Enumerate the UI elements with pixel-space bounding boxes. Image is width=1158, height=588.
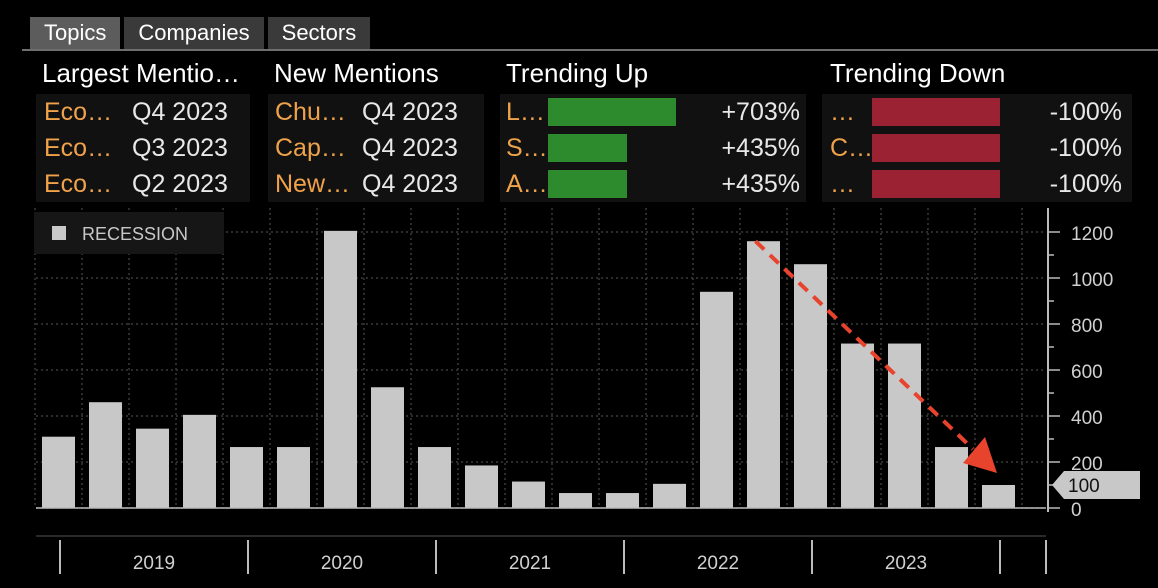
chart-bar xyxy=(700,291,733,508)
trend-bar xyxy=(872,98,1000,126)
trend-arrow-line xyxy=(754,239,975,451)
list-item[interactable]: A… +435% xyxy=(500,166,806,202)
tab-divider xyxy=(22,49,1158,51)
chart-bar xyxy=(277,447,310,508)
y-tick-label: 600 xyxy=(1071,362,1103,383)
chart-bar xyxy=(89,402,122,508)
topic-name: Eco… xyxy=(44,98,113,126)
tab-bar: Topics Companies Sectors xyxy=(30,17,371,49)
topic-name: … xyxy=(830,98,855,126)
topic-name: S… xyxy=(506,134,548,162)
trend-percent: +435% xyxy=(721,170,800,198)
trending-down-panel: … -100% C… -100% … -100% xyxy=(822,94,1132,202)
y-tick-label: 1000 xyxy=(1071,270,1113,291)
topic-name: Eco… xyxy=(44,134,113,162)
chart-bar xyxy=(136,428,169,508)
chart-bar xyxy=(230,447,263,508)
topic-period: Q4 2023 xyxy=(362,98,458,126)
x-tick-label: 2020 xyxy=(321,553,363,574)
trend-percent: -100% xyxy=(1049,170,1122,198)
trend-bar xyxy=(872,134,1000,162)
chart-grid xyxy=(34,208,1046,509)
topic-period: Q4 2023 xyxy=(132,98,228,126)
trend-arrow-annotation xyxy=(754,239,997,473)
new-mentions-panel: Chu… Q4 2023 Cap… Q4 2023 New… Q4 2023 xyxy=(268,94,484,202)
legend-swatch xyxy=(52,226,66,240)
topic-period: Q4 2023 xyxy=(362,134,458,162)
y-tick-label: 400 xyxy=(1071,408,1103,429)
y-tick-label: 200 xyxy=(1071,454,1103,475)
trend-percent: +435% xyxy=(721,134,800,162)
y-tick-label: 0 xyxy=(1071,500,1082,521)
chart-bar xyxy=(982,485,1015,508)
y-tick-label: 800 xyxy=(1071,316,1103,337)
topic-name: L… xyxy=(506,98,545,126)
chart-axes: 0 200 400 600 800 1000 1200 100 2019 2020 2021 2022… xyxy=(36,208,1140,574)
chart-bar xyxy=(935,447,968,508)
list-item[interactable]: … -100% xyxy=(822,94,1132,130)
chart-bars xyxy=(42,230,1015,508)
trending-up-header: Trending Up xyxy=(506,58,649,88)
topic-name: Chu… xyxy=(275,98,346,126)
chart-bar xyxy=(653,483,686,508)
topic-period: Q3 2023 xyxy=(132,134,228,162)
largest-mentions-panel: Eco… Q4 2023 Eco… Q3 2023 Eco… Q2 2023 xyxy=(36,94,250,202)
topic-period: Q4 2023 xyxy=(362,170,458,198)
trend-percent: -100% xyxy=(1049,98,1122,126)
legend-label: RECESSION xyxy=(82,224,188,244)
chart-legend: RECESSION xyxy=(34,212,224,254)
chart-bar xyxy=(418,447,451,508)
x-tick-label: 2019 xyxy=(133,553,175,574)
tab-topics[interactable]: Topics xyxy=(30,17,121,49)
topic-name: C… xyxy=(830,134,874,162)
topic-name: … xyxy=(830,170,855,198)
x-tick-label: 2022 xyxy=(697,553,739,574)
chart-bar xyxy=(371,387,404,508)
trend-percent: +703% xyxy=(721,98,800,126)
topic-name: New… xyxy=(275,170,351,198)
chart-bar xyxy=(465,465,498,508)
chart-bar xyxy=(324,230,357,508)
x-tick-label: 2023 xyxy=(885,553,927,574)
trend-bar xyxy=(548,98,676,126)
topic-name: A… xyxy=(506,170,548,198)
legend-background xyxy=(34,212,224,254)
topic-name: Cap… xyxy=(275,134,346,162)
new-mentions-header: New Mentions xyxy=(274,58,439,88)
list-item[interactable]: C… -100% xyxy=(822,130,1132,166)
chart-bar xyxy=(606,493,639,508)
trend-bar xyxy=(548,134,627,162)
last-value-label: 100 xyxy=(1068,476,1100,497)
list-item[interactable]: S… +435% xyxy=(500,130,806,166)
trending-up-panel: L… +703% S… +435% A… +435% xyxy=(500,94,806,202)
list-item[interactable]: … -100% xyxy=(822,166,1132,202)
chart-bar xyxy=(559,493,592,508)
chart-bar xyxy=(794,264,827,508)
chart-bar xyxy=(841,343,874,508)
y-tick-label: 1200 xyxy=(1071,224,1113,245)
list-item[interactable]: L… +703% xyxy=(500,94,806,130)
largest-mentions-header: Largest Mentio… xyxy=(42,58,240,88)
topic-name: Eco… xyxy=(44,170,113,198)
chart-bar xyxy=(183,414,216,508)
trend-arrow-head xyxy=(963,437,997,473)
tab-sectors[interactable]: Sectors xyxy=(267,17,371,49)
chart-bar xyxy=(42,436,75,508)
chart-bar xyxy=(512,481,545,508)
trend-bar xyxy=(548,170,627,198)
last-value-tag xyxy=(1052,471,1140,499)
chart-bar xyxy=(888,343,921,508)
x-tick-label: 2021 xyxy=(509,553,551,574)
trend-bar xyxy=(872,170,1000,198)
topic-period: Q2 2023 xyxy=(132,170,228,198)
trend-percent: -100% xyxy=(1049,134,1122,162)
tab-companies[interactable]: Companies xyxy=(124,17,264,49)
trending-down-header: Trending Down xyxy=(830,58,1006,88)
chart-bar xyxy=(747,241,780,508)
